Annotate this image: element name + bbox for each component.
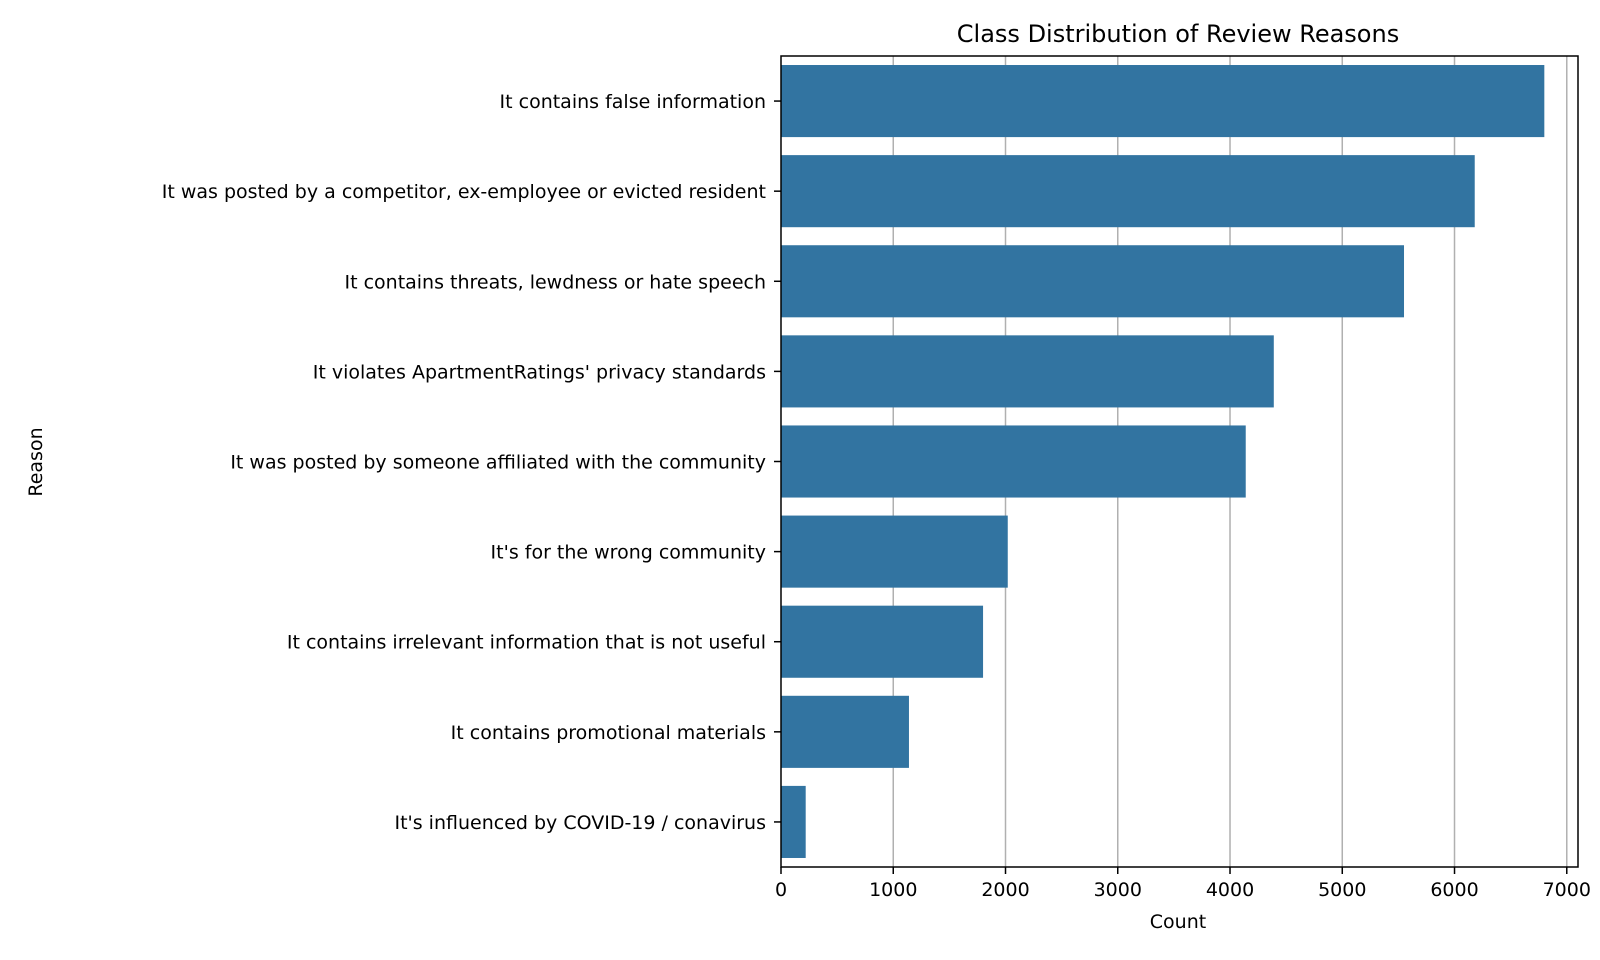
bar <box>781 785 806 858</box>
x-tick-label: 0 <box>775 879 787 901</box>
y-tick-label: It violates ApartmentRatings' privacy st… <box>313 361 766 383</box>
bars <box>781 65 1545 858</box>
y-tick-label: It contains promotional materials <box>451 722 766 744</box>
y-tick-label: It contains threats, lewdness or hate sp… <box>344 271 766 293</box>
y-tick-label: It contains false information <box>500 91 766 113</box>
x-axis-label: Count <box>1150 911 1206 933</box>
bar <box>781 515 1008 588</box>
x-tick-label: 3000 <box>1094 879 1142 901</box>
y-tick-label: It was posted by a competitor, ex-employ… <box>162 181 766 203</box>
y-tick-label: It contains irrelevant information that … <box>287 632 766 654</box>
bar <box>781 65 1545 138</box>
x-tick-label: 6000 <box>1430 879 1478 901</box>
x-axis-ticks: 0 1000 2000 3000 4000 5000 6000 7000 <box>775 867 1591 901</box>
y-tick-label: It was posted by someone affiliated with… <box>230 452 766 474</box>
y-axis-label: Reason <box>25 427 47 496</box>
bar <box>781 605 984 678</box>
y-axis-ticks: It contains false information It was post… <box>162 91 781 834</box>
x-tick-label: 1000 <box>869 879 917 901</box>
bar <box>781 155 1475 228</box>
x-tick-label: 7000 <box>1543 879 1591 901</box>
x-tick-label: 2000 <box>981 879 1029 901</box>
x-tick-label: 4000 <box>1206 879 1254 901</box>
bar <box>781 335 1274 408</box>
bar <box>781 245 1405 318</box>
chart-title: Class Distribution of Review Reasons <box>957 20 1399 48</box>
y-tick-label: It's influenced by COVID-19 / conavirus <box>394 812 766 834</box>
bar <box>781 695 909 768</box>
x-tick-label: 5000 <box>1318 879 1366 901</box>
bar <box>781 425 1246 498</box>
y-tick-label: It's for the wrong community <box>491 542 766 564</box>
